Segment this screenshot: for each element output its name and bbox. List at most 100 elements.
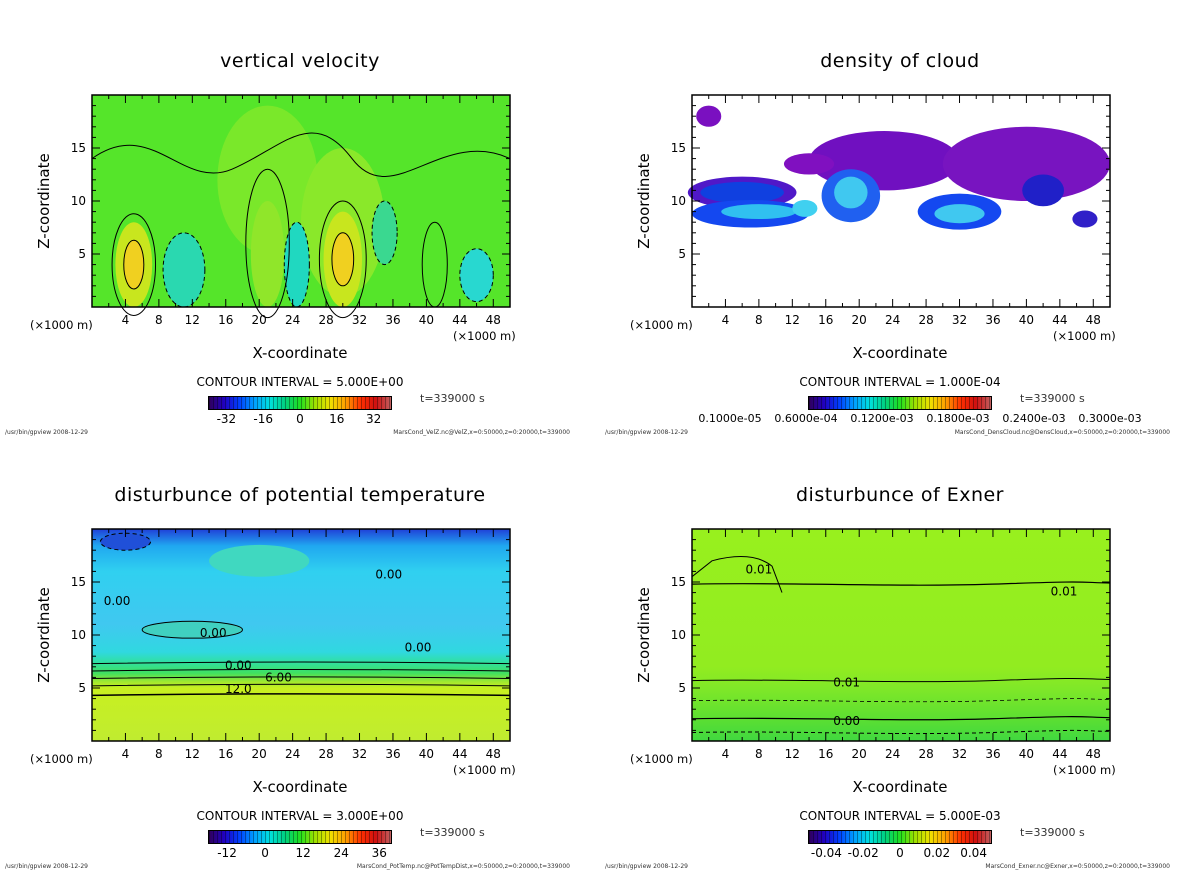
colorbar-tick-label: 0.1200e-03: [850, 412, 914, 425]
contour-line: [91, 693, 511, 697]
contour-line: [691, 716, 1111, 721]
cloud-dense-region: [1022, 174, 1065, 207]
plot-area: [687, 94, 1111, 308]
colorbar: [208, 830, 392, 844]
contour-line: [691, 729, 1111, 735]
footer-left: /usr/bin/gpview 2008-12-29: [605, 863, 688, 870]
contour-line: [245, 168, 290, 319]
contour-label: 0.01: [833, 676, 860, 690]
chart-title: disturbunce of potential temperature: [114, 484, 486, 506]
colorbar-tick-label: -0.02: [847, 846, 879, 860]
colorbar-tick-label: 0.04: [960, 846, 987, 860]
x-tick-label: 16: [218, 747, 234, 761]
colorbar-tick-label: 16: [329, 412, 345, 426]
contour-label: 0.00: [225, 659, 252, 673]
x-tick-label: 48: [1085, 313, 1101, 327]
time-label: t=339000 s: [420, 826, 485, 839]
y-axis-label: Z-coordinate: [635, 153, 653, 249]
x-axis-label: X-coordinate: [252, 344, 348, 362]
contour-line: [91, 683, 511, 687]
x-tick-label: 12: [784, 313, 800, 327]
x-tick-label: 40: [1018, 747, 1035, 761]
fill-region-negative: [283, 221, 310, 308]
colorbar-tick-label: 12: [295, 846, 311, 860]
fill-region-negative: [459, 248, 494, 303]
footer-right: MarsCond_VelZ.nc@VelZ,x=0:50000,z=0:2000…: [393, 429, 570, 436]
contour-line: [91, 676, 511, 679]
x-tick-label: 4: [121, 313, 130, 327]
colorbar-tick-label: 0.3000e-03: [1078, 412, 1142, 425]
y-axis-label: Z-coordinate: [35, 587, 53, 683]
x-tick-label: 4: [721, 747, 730, 761]
colorbar-tick-label: 36: [371, 846, 387, 860]
contour-line: [91, 661, 511, 665]
x-tick-label: 44: [1052, 313, 1068, 327]
colorbar: [808, 396, 992, 410]
x-unit-label-left: (×1000 m): [30, 752, 93, 766]
footer-left: /usr/bin/gpview 2008-12-29: [5, 863, 88, 870]
x-unit-label-left: (×1000 m): [30, 318, 93, 332]
contour-line: [111, 213, 157, 316]
y-tick-label: 10: [70, 194, 86, 208]
x-tick-label: 8: [755, 313, 763, 327]
x-tick-label: 24: [284, 747, 301, 761]
cloud-core-region: [934, 204, 985, 224]
x-tick-label: 48: [485, 747, 501, 761]
x-axis-label: X-coordinate: [852, 344, 948, 362]
chart-title: vertical velocity: [220, 50, 380, 72]
cloud-region: [696, 105, 722, 127]
plot-background: [692, 529, 1110, 741]
x-tick-label: 28: [918, 313, 934, 327]
contour-line: [91, 132, 511, 177]
x-axis-label: X-coordinate: [252, 778, 348, 796]
x-unit-label-right: (×1000 m): [1053, 763, 1116, 777]
colorbar-tick-label: 0.1000e-05: [698, 412, 762, 425]
y-tick-label: 5: [678, 681, 686, 695]
contour-label: 0.00: [833, 714, 860, 728]
fill-region-negative: [162, 232, 206, 308]
footer-right: MarsCond_PotTemp.nc@PotTempDist,x=0:5000…: [356, 863, 570, 870]
x-tick-label: 16: [818, 313, 834, 327]
chart-title: disturbunce of Exner: [795, 484, 1004, 506]
x-tick-label: 36: [385, 747, 401, 761]
x-tick-label: 16: [818, 747, 834, 761]
cloud-core-region: [721, 204, 797, 220]
x-tick-label: 12: [184, 747, 200, 761]
contour-line: [91, 668, 511, 672]
x-tick-label: 24: [884, 747, 901, 761]
plot-area: [91, 94, 511, 319]
x-tick-label: 20: [851, 313, 867, 327]
colorbar-tick-label: 0.02: [923, 846, 951, 860]
time-label: t=339000 s: [1020, 826, 1085, 839]
contour-label: 0.01: [1051, 585, 1078, 599]
contour-label: 0.00: [200, 626, 227, 640]
footer-right: MarsCond_Exner.nc@Exner,x=0:50000,z=0:20…: [985, 863, 1170, 870]
contour-interval-label: CONTOUR INTERVAL = 1.000E-04: [799, 375, 1001, 389]
x-tick-label: 32: [951, 313, 968, 327]
colorbar: [208, 396, 392, 410]
x-tick-label: 12: [784, 747, 800, 761]
x-tick-label: 40: [1018, 313, 1035, 327]
chart-title: density of cloud: [820, 50, 980, 72]
x-tick-label: 36: [385, 313, 401, 327]
chart-panel: vertical velocity Z-coordinate X-coordinat…: [0, 0, 600, 436]
colorbar-tick-label: 0: [261, 846, 269, 860]
y-axis-label: Z-coordinate: [635, 587, 653, 683]
x-tick-label: 28: [318, 747, 334, 761]
y-tick-label: 15: [670, 141, 686, 155]
contour-label: 0.00: [104, 594, 131, 608]
fill-region: [209, 544, 310, 577]
contour-line: [318, 200, 367, 319]
colorbar-tick-label: -32: [216, 412, 237, 426]
x-tick-label: 28: [318, 313, 334, 327]
colorbar-tick-label: 0.2400e-03: [1002, 412, 1066, 425]
x-tick-label: 20: [851, 747, 867, 761]
x-tick-label: 44: [452, 747, 468, 761]
fill-region-negative: [99, 532, 152, 551]
contour-label: 0.01: [746, 562, 773, 576]
y-tick-label: 5: [678, 247, 686, 261]
colorbar-tick-label: 24: [333, 846, 349, 860]
colorbar-tick-label: -12: [217, 846, 237, 860]
contour-line: [691, 556, 783, 593]
x-tick-label: 48: [1085, 747, 1101, 761]
